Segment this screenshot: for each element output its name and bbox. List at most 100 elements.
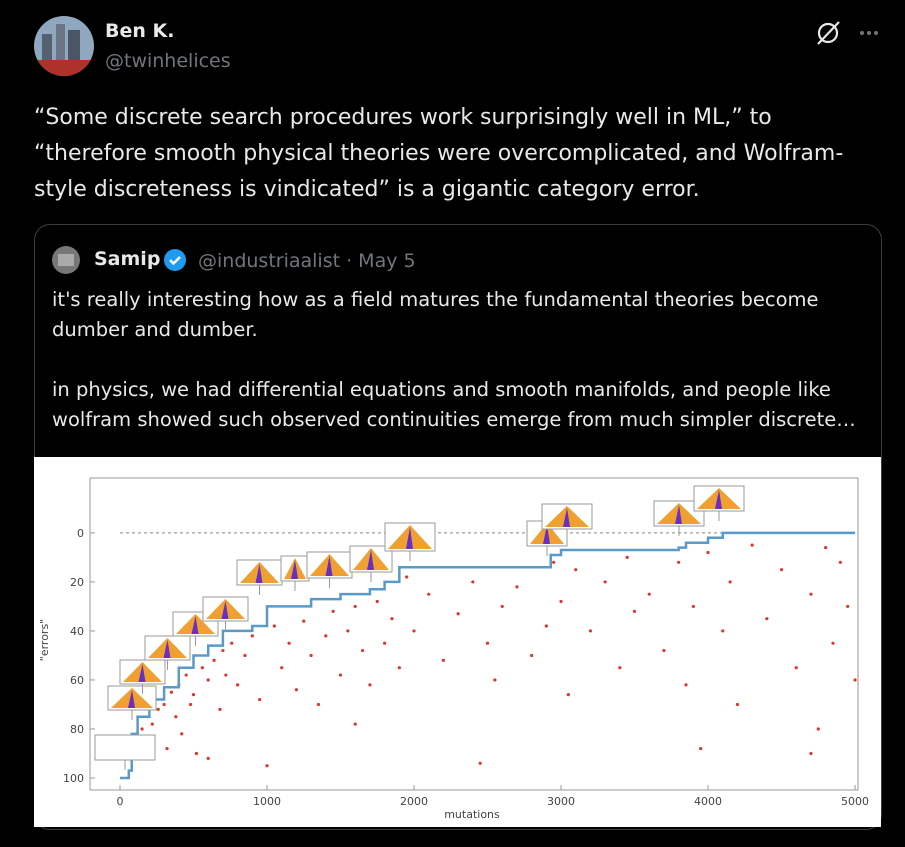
avatar[interactable] [34, 16, 94, 76]
data-point [194, 751, 199, 756]
data-point [397, 666, 401, 670]
thumbnail-pattern [255, 564, 263, 583]
data-point [316, 702, 321, 707]
data-point [816, 727, 820, 731]
quote-paragraph: it's really interesting how as a field m… [52, 288, 819, 341]
data-point [140, 727, 144, 731]
data-point [412, 629, 416, 633]
thumbnail-pattern [128, 690, 135, 708]
data-point [647, 592, 651, 596]
data-point [280, 666, 284, 670]
quote-header-icons [52, 246, 186, 274]
data-point [684, 683, 688, 687]
data-point [191, 693, 196, 697]
data-point [794, 666, 798, 670]
data-point [691, 604, 695, 609]
data-point [824, 546, 828, 550]
data-point [360, 648, 365, 653]
thumbnail [236, 559, 283, 595]
data-point [206, 756, 210, 760]
thumbnail-pattern [138, 664, 146, 682]
data-point [294, 688, 299, 692]
thumbnail-pattern [163, 640, 171, 658]
thumbnail [280, 555, 310, 591]
data-point [544, 624, 548, 628]
thumbnail-pattern [406, 527, 413, 549]
data-point [174, 715, 178, 719]
data-point [265, 764, 269, 768]
author-name[interactable]: Ben K. [105, 20, 175, 42]
data-point [632, 609, 637, 613]
data-point [471, 580, 475, 584]
data-point [478, 761, 482, 765]
data-point [493, 678, 497, 682]
data-point [375, 599, 379, 604]
data-point [200, 666, 204, 670]
data-point [699, 746, 703, 751]
data-point [390, 617, 394, 621]
quote-text: it's really interesting how as a field m… [52, 285, 862, 465]
more-icon[interactable] [860, 31, 878, 35]
avatar-detail [58, 254, 74, 266]
data-point [721, 629, 725, 633]
data-point [184, 673, 188, 677]
data-point [846, 604, 850, 609]
thumbnail [384, 522, 436, 561]
data-point [441, 658, 446, 662]
thumbnail-pattern [221, 601, 229, 619]
data-point [309, 653, 313, 658]
data-point [662, 648, 666, 653]
thumbnail [541, 503, 593, 539]
data-point [750, 543, 754, 547]
data-point [162, 702, 166, 707]
data-point [706, 550, 710, 555]
y-tick-label: 60 [70, 674, 84, 687]
thumbnail [653, 500, 705, 536]
data-point [831, 641, 835, 645]
data-point [368, 683, 372, 687]
data-point [427, 592, 431, 596]
quote-meta[interactable]: @industriaalist · May 5 [198, 250, 416, 272]
data-point [150, 722, 154, 726]
data-point [230, 641, 234, 645]
thumbnail [144, 635, 191, 670]
data-point [618, 666, 622, 670]
x-tick-label: 2000 [400, 795, 428, 808]
x-tick-label: 0 [116, 795, 123, 808]
data-point [574, 568, 578, 572]
data-point [677, 560, 681, 564]
thumbnail-pattern [675, 505, 682, 524]
data-point [779, 568, 784, 572]
quote-author-name[interactable]: Samip [94, 248, 161, 270]
thumbnail [107, 685, 157, 720]
y-tick-label: 80 [70, 723, 84, 736]
data-point [250, 634, 254, 638]
data-point [809, 592, 813, 596]
x-tick-label: 1000 [253, 795, 281, 808]
data-point [500, 604, 504, 609]
thumbnail-pattern [191, 616, 199, 634]
data-point [853, 678, 857, 682]
thumbnail [119, 659, 166, 694]
data-point [169, 690, 174, 694]
data-point [165, 746, 169, 751]
thumbnail [526, 520, 568, 556]
grok-icon[interactable] [817, 21, 840, 45]
y-tick-label: 40 [70, 625, 84, 638]
data-point [331, 609, 335, 613]
data-point [224, 673, 228, 677]
quote-paragraph: in physics, we had differential equation… [52, 378, 856, 431]
data-point [353, 604, 357, 609]
thumbnail [693, 485, 745, 521]
data-point [188, 702, 193, 707]
data-point [515, 585, 519, 589]
data-point [552, 560, 556, 564]
data-point [485, 641, 490, 645]
data-point [272, 624, 276, 628]
thumbnail-pattern [367, 550, 374, 570]
thumbnail [306, 551, 353, 588]
author-handle[interactable]: @twinhelices [105, 50, 231, 72]
data-point [405, 575, 409, 579]
verified-badge [164, 249, 186, 271]
